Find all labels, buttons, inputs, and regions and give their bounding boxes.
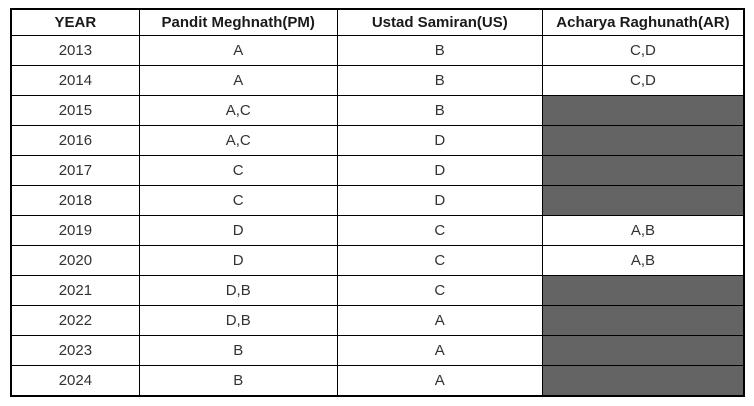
cell-year-2015: 2015 [10,94,140,126]
table-row-2023: 2023 B A [10,335,745,367]
cell-ar-2020: A,B [541,245,745,277]
cell-pm-2013: A [138,34,338,66]
cell-us-2024: A [336,365,543,397]
cell-pm-2016: A,C [138,124,338,156]
column-header-pandit-meghnath: Pandit Meghnath(PM) [138,8,338,36]
cell-year-2024: 2024 [10,365,140,397]
table-row-2014: 2014 A B C,D [10,64,745,96]
cell-pm-2015: A,C [138,94,338,126]
cell-ar-2016 [541,124,745,156]
cell-us-2013: B [336,34,543,66]
cell-pm-2014: A [138,64,338,96]
cell-year-2016: 2016 [10,124,140,156]
table-row-2022: 2022 D,B A [10,305,745,337]
column-header-acharya-raghunath: Acharya Raghunath(AR) [541,8,745,36]
cell-us-2018: D [336,184,543,216]
table-row-2021: 2021 D,B C [10,275,745,307]
cell-us-2020: C [336,245,543,277]
cell-ar-2022 [541,305,745,337]
cell-us-2022: A [336,305,543,337]
table-row-2020: 2020 D C A,B [10,245,745,277]
cell-year-2013: 2013 [10,34,140,66]
table-row-2019: 2019 D C A,B [10,214,745,247]
table-row-2017: 2017 C D [10,154,745,186]
cell-ar-2015 [541,94,745,126]
cell-pm-2024: B [138,365,338,397]
cell-us-2015: B [336,94,543,126]
cell-ar-2023 [541,335,745,367]
table-row-2024: 2024 B A [10,365,745,397]
table-row-2018: 2018 C D [10,184,745,216]
cell-ar-2018 [541,184,745,216]
table-row-2016: 2016 A,C D [10,124,745,156]
cell-pm-2023: B [138,335,338,367]
column-header-ustad-samiran: Ustad Samiran(US) [336,8,543,36]
cell-year-2017: 2017 [10,154,140,186]
cell-ar-2014: C,D [541,64,745,96]
cell-year-2019: 2019 [10,214,140,247]
cell-us-2017: D [336,154,543,186]
column-header-year: YEAR [10,8,140,36]
cell-year-2021: 2021 [10,275,140,307]
cell-year-2020: 2020 [10,245,140,277]
cell-year-2022: 2022 [10,305,140,337]
cell-pm-2020: D [138,245,338,277]
cell-year-2014: 2014 [10,64,140,96]
cell-pm-2022: D,B [138,305,338,337]
cell-pm-2019: D [138,214,338,247]
cell-pm-2018: C [138,184,338,216]
cell-us-2016: D [336,124,543,156]
cell-ar-2019: A,B [541,214,745,247]
table-row-2013: 2013 A B C,D [10,34,745,66]
table-row-2015: 2015 A,C B [10,94,745,126]
cell-pm-2021: D,B [138,275,338,307]
cell-ar-2017 [541,154,745,186]
year-performer-table: YEAR Pandit Meghnath(PM) Ustad Samiran(U… [10,8,745,397]
cell-us-2014: B [336,64,543,96]
cell-ar-2024 [541,365,745,397]
table-body: 2013 A B C,D 2014 A B C,D 2015 A,C B 2016 A,C D 2017 C D… [10,34,745,397]
cell-us-2023: A [336,335,543,367]
cell-us-2021: C [336,275,543,307]
cell-year-2018: 2018 [10,184,140,216]
cell-ar-2013: C,D [541,34,745,66]
cell-us-2019: C [336,214,543,247]
table-header: YEAR Pandit Meghnath(PM) Ustad Samiran(U… [10,8,745,36]
header-row: YEAR Pandit Meghnath(PM) Ustad Samiran(U… [10,8,745,36]
cell-ar-2021 [541,275,745,307]
cell-pm-2017: C [138,154,338,186]
cell-year-2023: 2023 [10,335,140,367]
